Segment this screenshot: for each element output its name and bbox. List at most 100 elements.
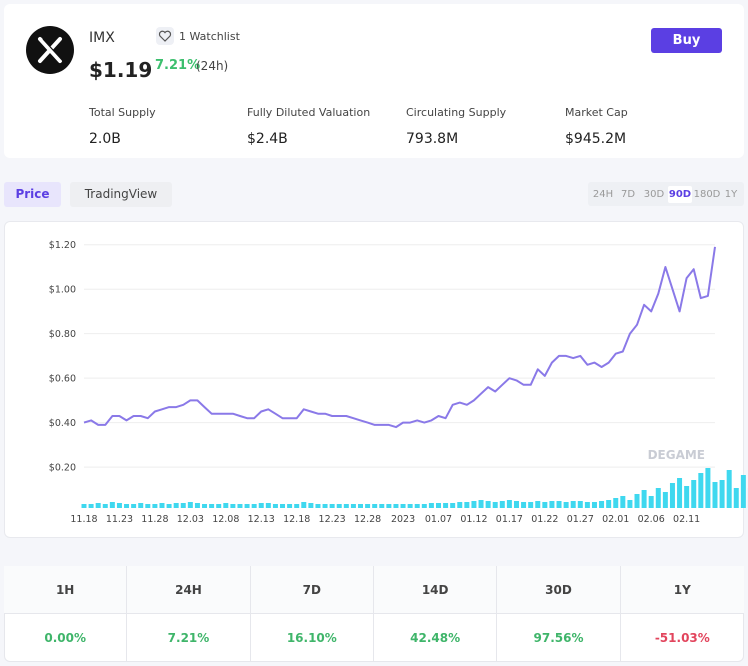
volume-bar xyxy=(563,502,569,508)
price: $1.19 xyxy=(89,58,153,82)
volume-bar xyxy=(124,504,130,508)
table-cell: 0.00% xyxy=(4,614,128,662)
volume-bar xyxy=(719,480,725,508)
volume-bar xyxy=(521,502,527,508)
watermark: DEGAME xyxy=(648,448,705,462)
volume-bar xyxy=(301,502,307,508)
volume-bar xyxy=(606,500,612,508)
stat-label: Total Supply xyxy=(89,106,156,119)
volume-bar xyxy=(244,504,250,508)
volume-bar xyxy=(641,490,647,508)
volume-bar xyxy=(407,504,413,508)
volume-bar xyxy=(528,502,534,508)
volume-bar xyxy=(81,504,87,508)
volume-bar xyxy=(138,503,144,508)
volume-bar xyxy=(400,504,406,508)
volume-bar xyxy=(379,504,385,508)
volume-bar xyxy=(599,501,605,508)
volume-bar xyxy=(350,504,356,508)
volume-bar xyxy=(152,504,158,508)
volume-bar xyxy=(166,504,172,508)
volume-bar xyxy=(265,503,271,508)
volume-bar xyxy=(613,498,619,508)
volume-bar xyxy=(627,500,633,508)
volume-bar xyxy=(358,504,364,508)
token-name: IMX xyxy=(89,30,115,46)
x-tick-label: 12.18 xyxy=(283,514,310,525)
volume-bar xyxy=(308,503,314,508)
volume-bar xyxy=(421,504,427,508)
volume-bar xyxy=(287,504,293,508)
x-tick-label: 02.01 xyxy=(602,514,629,525)
range-option[interactable]: 90D xyxy=(668,186,692,203)
table-header: 30D xyxy=(497,566,621,614)
volume-bar xyxy=(88,504,94,508)
price-change: 7.21% xyxy=(155,58,201,73)
volume-bar xyxy=(705,468,711,508)
volume-bar xyxy=(691,480,697,508)
x-tick-label: 01.22 xyxy=(531,514,558,525)
volume-bar xyxy=(634,494,640,508)
volume-bar xyxy=(216,504,222,508)
x-tick-label: 01.07 xyxy=(425,514,452,525)
stat-label: Market Cap xyxy=(565,106,628,119)
stat-label: Fully Diluted Valuation xyxy=(247,106,371,119)
x-tick-label: 11.18 xyxy=(70,514,97,525)
range-option[interactable]: 1Y xyxy=(724,189,738,200)
volume-bar xyxy=(428,503,434,508)
token-logo xyxy=(26,26,74,74)
volume-bar xyxy=(272,504,278,508)
volume-bar xyxy=(95,503,101,508)
range-option[interactable]: 180D xyxy=(693,189,721,200)
change-period: (24h) xyxy=(196,59,229,73)
stat-label: Circulating Supply xyxy=(406,106,507,119)
volume-bar xyxy=(294,504,300,508)
volume-bar xyxy=(322,504,328,508)
range-option[interactable]: 24H xyxy=(592,189,614,200)
range-selector xyxy=(588,182,744,206)
range-option[interactable]: 7D xyxy=(620,189,636,200)
volume-bar xyxy=(556,501,562,508)
watchlist-icon[interactable] xyxy=(156,27,174,45)
volume-bar xyxy=(145,504,151,508)
volume-bar xyxy=(549,501,555,508)
volume-bar xyxy=(187,502,193,508)
volume-bar xyxy=(492,502,498,508)
table-header: 24H xyxy=(127,566,251,614)
volume-bar xyxy=(577,501,583,508)
volume-bar xyxy=(237,504,243,508)
volume-bar xyxy=(506,500,512,508)
volume-bar xyxy=(478,500,484,508)
x-tick-label: 11.28 xyxy=(141,514,168,525)
tab[interactable]: Price xyxy=(4,182,61,207)
y-tick-label: $0.60 xyxy=(49,374,76,385)
x-tick-label: 02.06 xyxy=(638,514,665,525)
watchlist-count: 1 Watchlist xyxy=(179,30,240,43)
volume-bar xyxy=(485,501,491,508)
volume-bar xyxy=(535,501,541,508)
volume-bar xyxy=(677,478,683,508)
buy-button[interactable]: Buy xyxy=(651,28,722,53)
table-header: 1H xyxy=(4,566,128,614)
stat-value: $945.2M xyxy=(565,131,627,147)
volume-bar xyxy=(471,501,477,508)
x-tick-label: 2023 xyxy=(391,514,415,525)
stat-value: $2.4B xyxy=(247,131,288,147)
volume-bar xyxy=(513,501,519,508)
y-tick-label: $0.20 xyxy=(49,463,76,474)
y-tick-label: $1.20 xyxy=(49,240,76,251)
y-tick-label: $1.00 xyxy=(49,285,76,296)
x-tick-label: 01.12 xyxy=(460,514,487,525)
x-tick-label: 01.17 xyxy=(496,514,523,525)
table-cell: 7.21% xyxy=(127,614,251,662)
volume-bar xyxy=(131,504,137,508)
tab[interactable]: TradingView xyxy=(70,182,172,207)
range-option[interactable]: 30D xyxy=(643,189,665,200)
volume-bar xyxy=(209,504,215,508)
volume-bar xyxy=(662,492,668,508)
volume-bar xyxy=(336,504,342,508)
volume-bar xyxy=(655,488,661,508)
x-tick-label: 12.28 xyxy=(354,514,381,525)
